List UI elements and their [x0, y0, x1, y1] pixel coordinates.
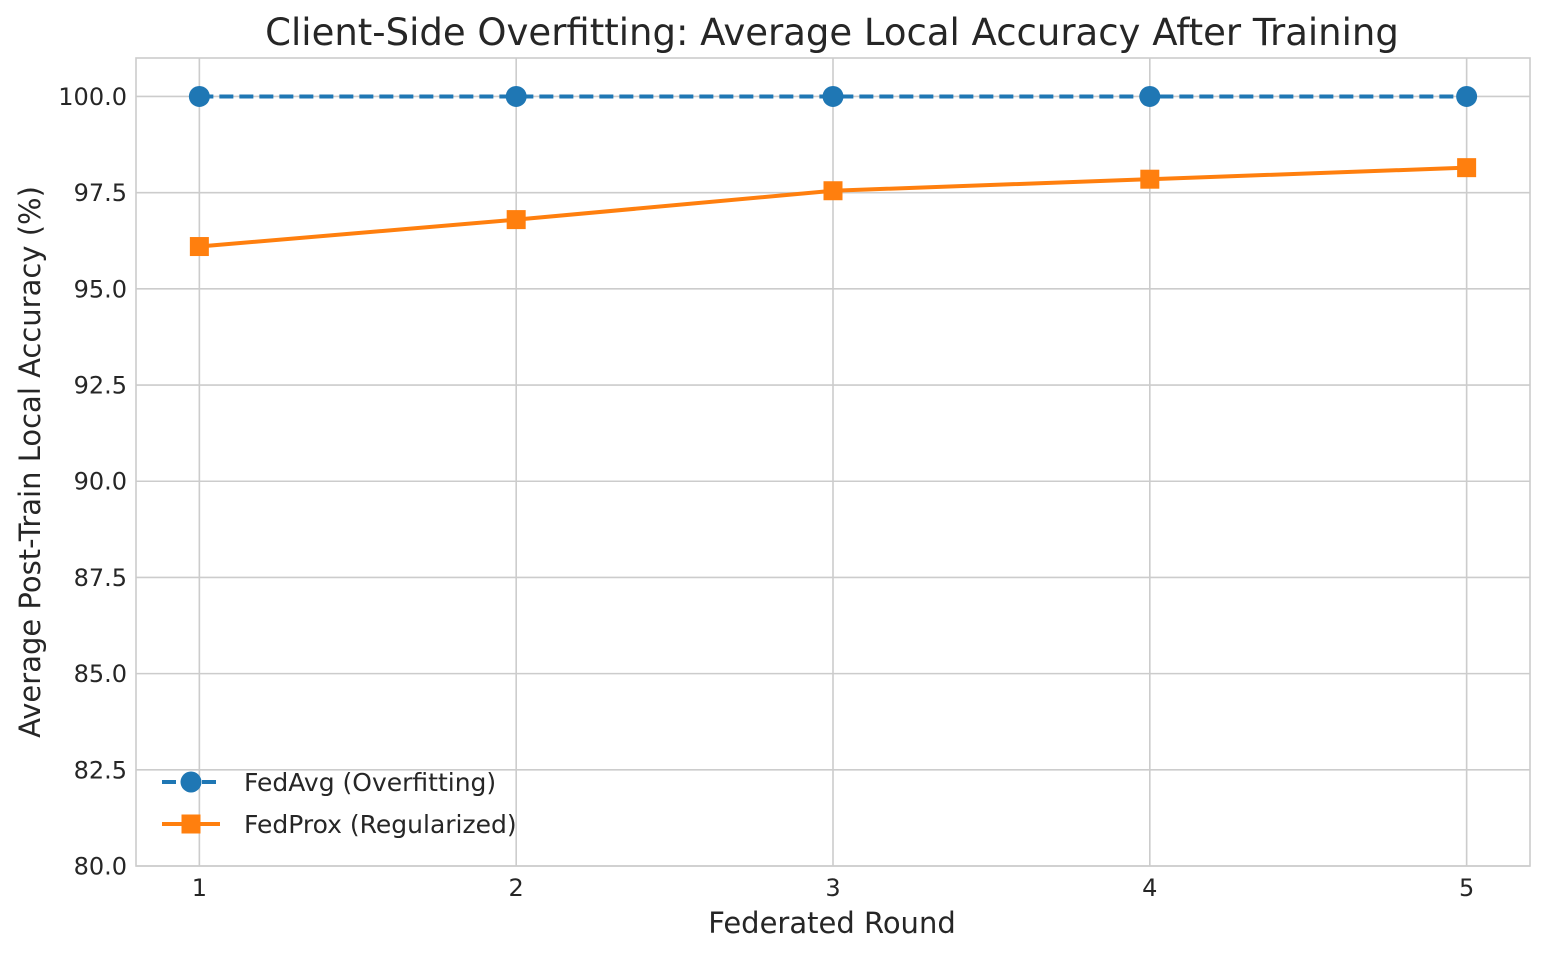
legend-entry: FedProx (Regularized)	[162, 810, 517, 839]
y-tick-label: 95.0	[74, 275, 127, 303]
legend: FedAvg (Overfitting) FedProx (Regularized…	[162, 768, 517, 839]
series-2	[189, 158, 1477, 257]
chart-title: Client-Side Overfitting: Average Local A…	[265, 11, 1399, 54]
legend-marker	[181, 814, 201, 834]
y-tick-label: 100.0	[58, 83, 127, 111]
data-point	[189, 237, 209, 257]
x-tick-label: 5	[1459, 874, 1474, 902]
x-axis-ticks: 1 2 3 4 5	[192, 874, 1475, 902]
series-layer	[188, 85, 1478, 257]
data-point	[188, 85, 210, 107]
x-axis-title: Federated Round	[708, 906, 955, 940]
data-point	[506, 210, 526, 230]
y-tick-label: 92.5	[74, 372, 127, 400]
y-axis-ticks: 80.0 82.5 85.0 87.5 90.0 92.5 95.0 97.5 100.0	[58, 83, 127, 881]
legend-label: FedAvg (Overfitting)	[244, 768, 496, 797]
plot-area-frame	[135, 57, 1531, 867]
y-tick-label: 90.0	[74, 468, 127, 496]
x-tick-label: 3	[825, 874, 840, 902]
y-tick-label: 97.5	[74, 179, 127, 207]
legend-marker	[180, 771, 202, 793]
y-axis-title: Average Post-Train Local Accuracy (%)	[13, 186, 47, 738]
y-tick-label: 82.5	[74, 756, 127, 784]
x-tick-label: 1	[192, 874, 207, 902]
data-point	[823, 181, 843, 201]
data-point	[1456, 85, 1478, 107]
grid-lines	[136, 58, 1530, 867]
x-tick-label: 4	[1142, 874, 1157, 902]
data-point	[822, 85, 844, 107]
y-tick-label: 87.5	[74, 564, 127, 592]
series-1	[188, 85, 1478, 107]
data-point	[1139, 85, 1161, 107]
y-tick-label: 85.0	[74, 660, 127, 688]
x-tick-label: 2	[509, 874, 524, 902]
y-tick-label: 80.0	[74, 853, 127, 881]
data-point	[505, 85, 527, 107]
legend-label: FedProx (Regularized)	[244, 810, 517, 839]
legend-entry: FedAvg (Overfitting)	[162, 768, 496, 797]
data-point	[1140, 169, 1160, 189]
data-point	[1457, 158, 1477, 178]
